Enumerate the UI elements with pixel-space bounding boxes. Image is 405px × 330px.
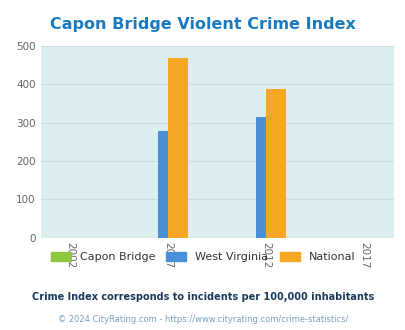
Text: Capon Bridge Violent Crime Index: Capon Bridge Violent Crime Index (50, 17, 355, 32)
Text: Crime Index corresponds to incidents per 100,000 inhabitants: Crime Index corresponds to incidents per… (32, 292, 373, 302)
Bar (168, 58, 187, 238)
Bar (256, 117, 275, 238)
Bar (158, 131, 177, 238)
Text: © 2024 CityRating.com - https://www.cityrating.com/crime-statistics/: © 2024 CityRating.com - https://www.city… (58, 315, 347, 324)
Legend: Capon Bridge, West Virginia, National: Capon Bridge, West Virginia, National (46, 248, 359, 267)
Bar (266, 89, 285, 238)
